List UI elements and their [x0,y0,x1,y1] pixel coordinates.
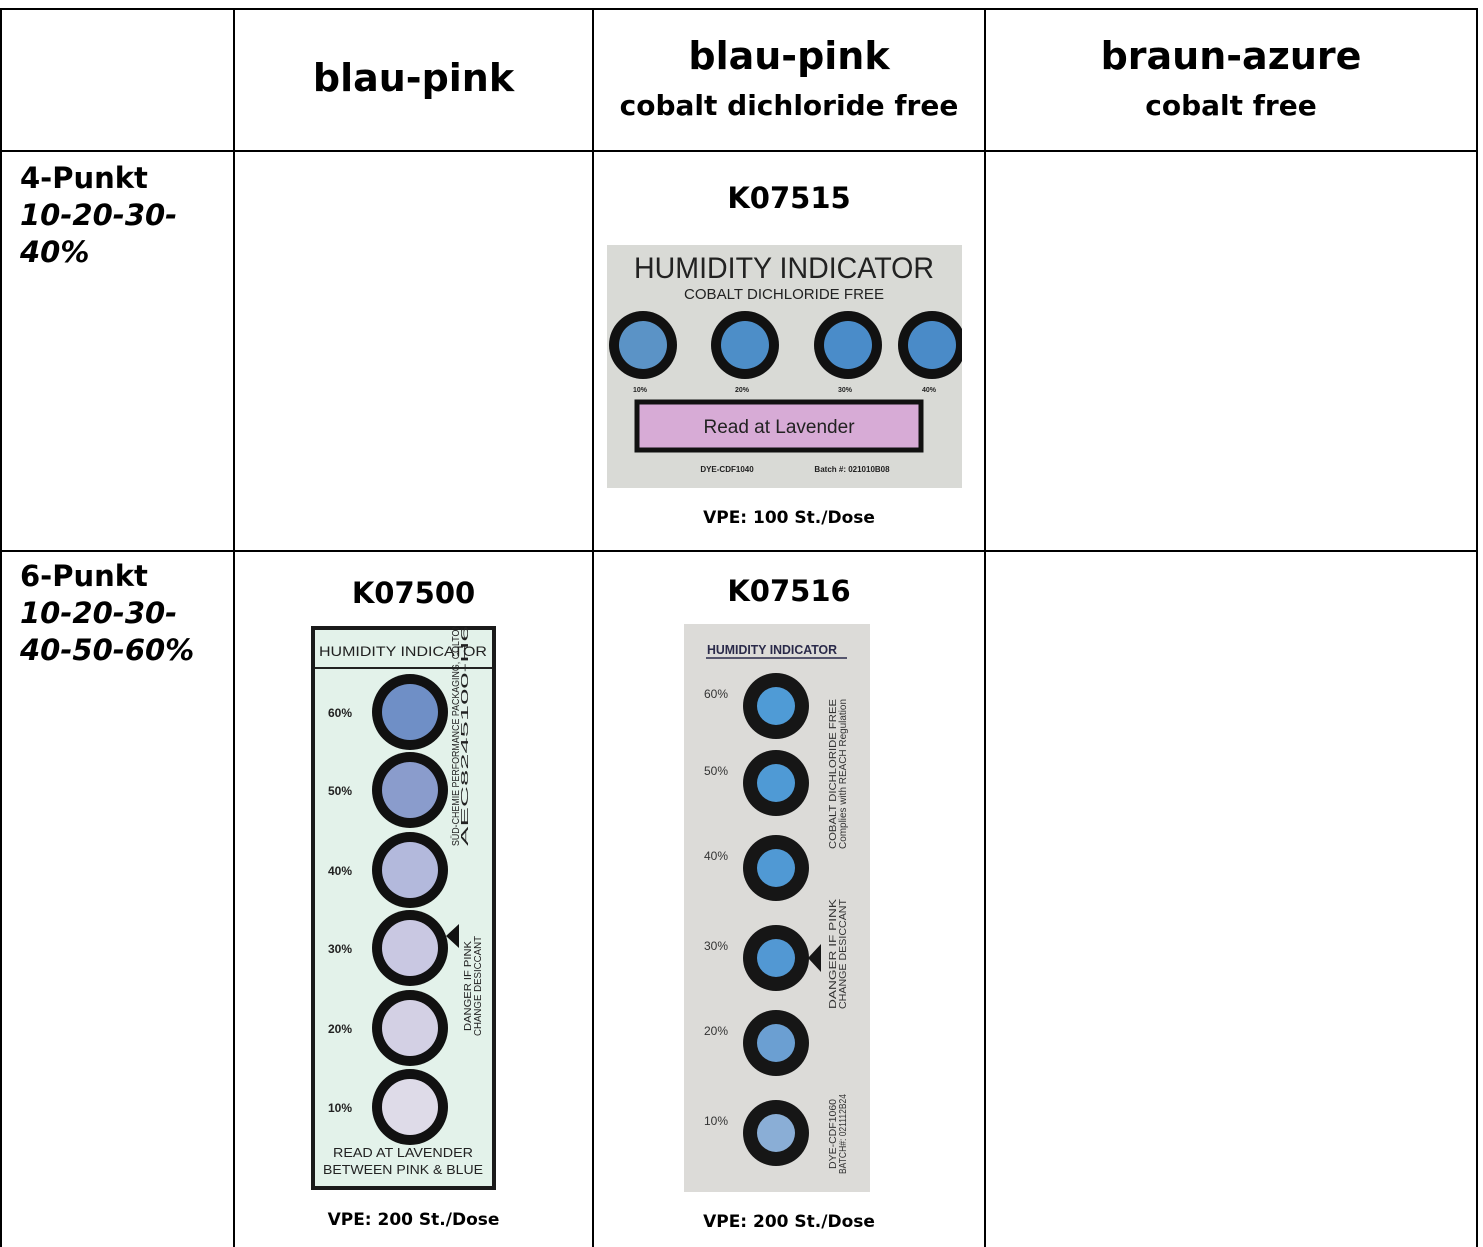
table-border [0,550,1477,552]
card-title: HUMIDITY INDICATOR [707,642,838,657]
spot [757,687,795,725]
note-box [634,399,924,453]
spot-label: 10% [328,1101,352,1115]
pointer [808,944,821,972]
spot-label: 40% [922,387,937,394]
footer: Batch #: 021010B08 [814,465,890,474]
card-title: HUMIDITY INDICATOR [634,252,934,285]
note: BETWEEN PINK & BLUE [323,1162,483,1177]
spot-label: 30% [838,387,853,394]
side-text: DYE-CDF1060 [828,1099,839,1169]
table-border [0,8,2,1247]
spot-label: 40% [328,864,352,878]
spot-label: 50% [704,764,728,778]
row-label: 6-Punkt [20,559,148,593]
column-title: blau-pink [312,56,515,100]
spot-label: 20% [735,387,750,394]
spot-label: 60% [328,706,352,720]
spot-label: 50% [328,784,352,798]
side-text: AEC8245100-H6E [460,626,471,846]
side-text: BATCH#: 021112B24 [838,1094,849,1174]
row-label: 4-Punkt [20,161,148,195]
footer: DYE-CDF1040 [700,465,754,474]
side-text: CHANGE DESICCANT [473,936,484,1036]
spot [382,684,438,740]
spot-label: 40% [704,849,728,863]
product-code: K07515 [727,181,851,215]
indicator-card: HUMIDITY INDICATOR 60% 50% 40% 30% 20% 10% COBA… [684,624,870,1192]
row-range: 10-20-30-40% [20,198,178,269]
side-text: COBALT DICHLORIDE FREE [828,699,839,849]
spot-label: 10% [633,387,648,394]
table-border [0,150,1477,152]
spot [382,1079,438,1135]
spot-label: 60% [704,687,728,701]
spot [382,920,438,976]
packaging: VPE: 200 St./Dose [703,1212,875,1232]
spot [757,1114,795,1152]
spot [721,321,769,369]
product-code: K07516 [727,574,851,608]
spot [619,321,667,369]
spot [382,842,438,898]
table-border [0,8,1477,10]
side-text: DANGER IF PINK [828,899,839,1009]
card-title: HUMIDITY INDICATOR [319,643,487,659]
indicator-card: HUMIDITY INDICATOR 60% 50% 40% 30% 20% 10% SÜD-… [311,626,496,1190]
spot [757,1024,795,1062]
note: Read at Lavender [703,417,855,438]
side-text: DANGER IF PINK [463,941,474,1031]
spot [757,939,795,977]
card-subtitle: COBALT DICHLORIDE FREE [684,286,884,303]
spot-label: 20% [704,1024,728,1038]
table-border [1476,8,1478,1247]
spot [382,762,438,818]
column-subtitle: cobalt free [1145,89,1317,122]
note: READ AT LAVENDER [333,1145,473,1160]
column-subtitle: cobalt dichloride free [619,89,959,122]
spot [757,764,795,802]
packaging: VPE: 200 St./Dose [327,1210,500,1230]
pointer [446,924,459,948]
table-border [233,8,235,1247]
table-border [984,8,986,1247]
packaging: VPE: 100 St./Dose [703,508,875,528]
spot [382,1000,438,1056]
spot [908,321,956,369]
spot [824,321,872,369]
side-text: Complies with REACH Regulation [838,699,849,849]
row-range: 10-20-30-40-50-60% [20,596,195,667]
spot-label: 30% [704,939,728,953]
spot-label: 10% [704,1114,728,1128]
spot [757,849,795,887]
side-text: CHANGE DESICCANT [838,899,849,1009]
spot-label: 30% [328,942,352,956]
table-border [592,8,594,1247]
side-text: SÜD-CHEMIE PERFORMANCE PACKAGING, COLTON… [450,626,462,846]
column-title: braun-azure [1100,34,1362,78]
product-code: K07500 [351,576,476,610]
column-title: blau-pink [688,34,890,78]
spot-label: 20% [328,1022,352,1036]
